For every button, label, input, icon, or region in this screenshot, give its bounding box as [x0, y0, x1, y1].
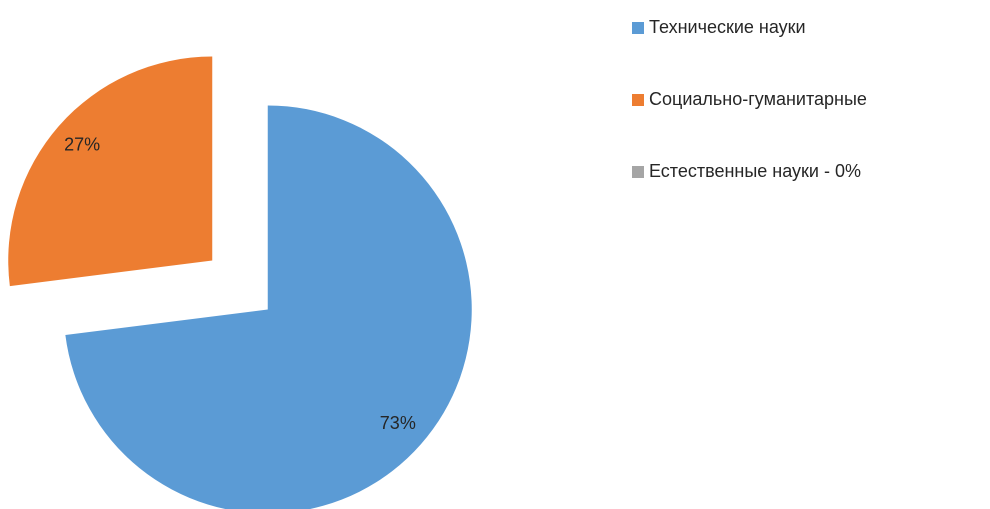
- data-label: 0%: [232, 0, 258, 4]
- pie-slice: [65, 105, 472, 509]
- legend-swatch: [632, 22, 644, 34]
- data-label: 27%: [64, 135, 100, 155]
- legend-label: Социально-гуманитарные: [649, 89, 867, 109]
- legend-swatch: [632, 94, 644, 106]
- legend-label: Естественные науки - 0%: [649, 161, 861, 181]
- pie-slice: [8, 56, 213, 287]
- legend-label: Технические науки: [649, 17, 806, 37]
- data-label: 73%: [380, 413, 416, 433]
- legend-swatch: [632, 166, 644, 178]
